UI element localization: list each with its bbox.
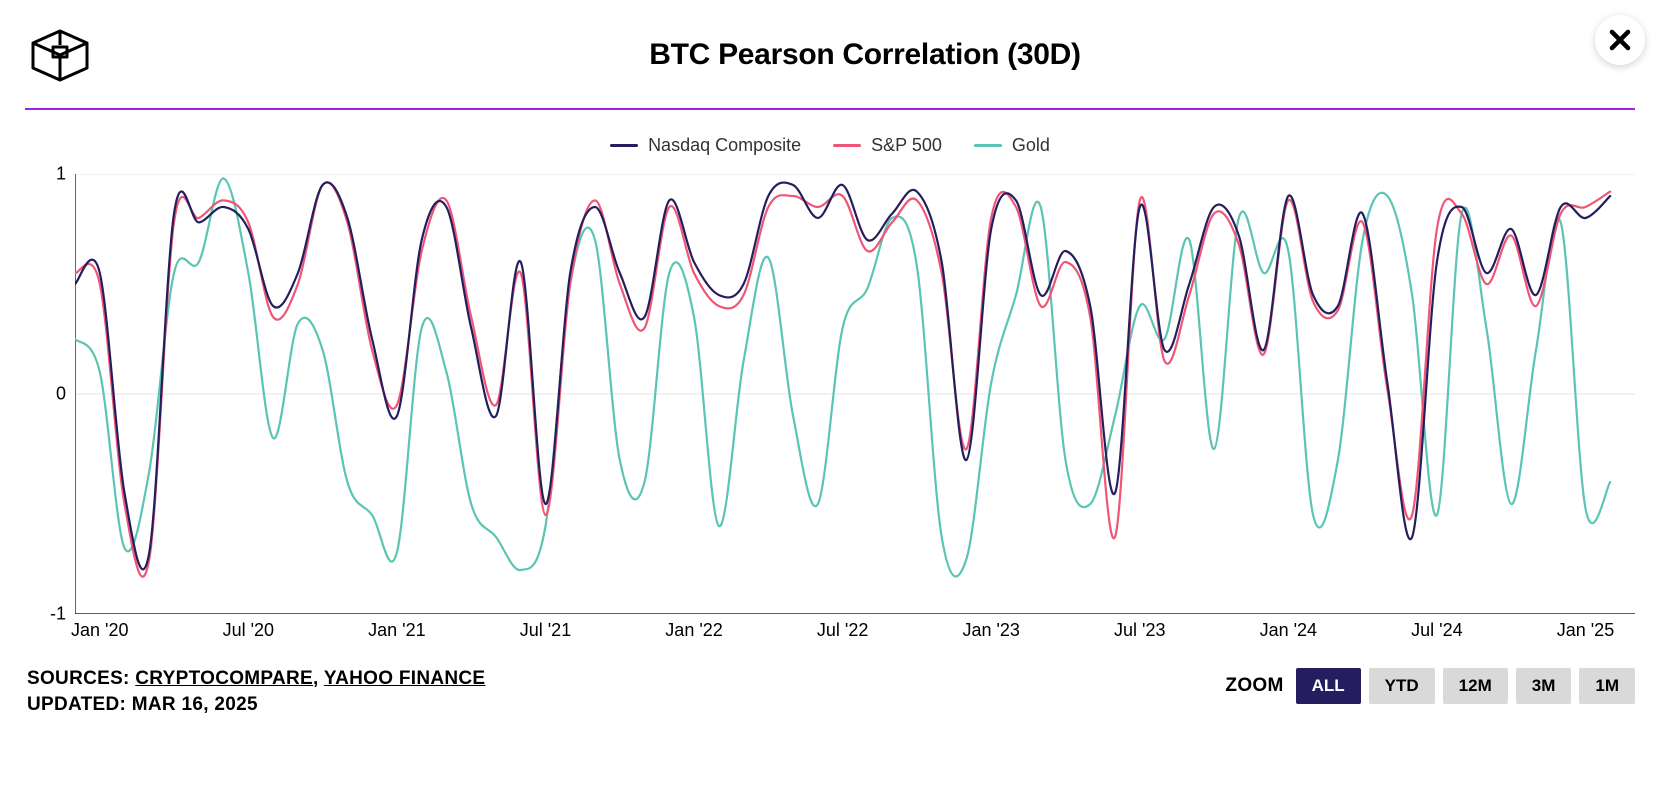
x-tick: Jul '24 [1411, 620, 1462, 641]
source-link-cryptocompare[interactable]: CRYPTOCOMPARE [135, 668, 313, 689]
close-icon [1608, 28, 1632, 52]
x-tick: Jul '20 [223, 620, 274, 641]
sources-block: SOURCES: CRYPTOCOMPARE, YAHOO FINANCE UP… [27, 666, 485, 717]
updated-date: MAR 16, 2025 [132, 694, 258, 715]
header: BTC Pearson Correlation (30D) [25, 20, 1635, 90]
y-axis: -101 [40, 174, 70, 614]
legend-label: S&P 500 [871, 135, 942, 156]
brand-logo-icon [25, 28, 95, 83]
divider [25, 108, 1635, 110]
zoom-controls: ZOOM ALLYTD12M3M1M [1225, 668, 1635, 704]
x-tick: Jan '21 [368, 620, 425, 641]
legend-swatch [833, 144, 861, 147]
footer: SOURCES: CRYPTOCOMPARE, YAHOO FINANCE UP… [25, 666, 1635, 717]
legend-swatch [610, 144, 638, 147]
x-tick: Jul '23 [1114, 620, 1165, 641]
zoom-button-3m[interactable]: 3M [1516, 668, 1572, 704]
x-tick: Jan '20 [71, 620, 128, 641]
source-link-yahoo[interactable]: YAHOO FINANCE [324, 668, 486, 689]
zoom-label: ZOOM [1225, 675, 1283, 697]
zoom-button-all[interactable]: ALL [1296, 668, 1361, 704]
sources-prefix: SOURCES: [27, 668, 135, 689]
updated-prefix: UPDATED: [27, 694, 132, 715]
zoom-button-1m[interactable]: 1M [1579, 668, 1635, 704]
x-tick: Jan '22 [665, 620, 722, 641]
y-tick: -1 [50, 604, 66, 625]
zoom-button-ytd[interactable]: YTD [1369, 668, 1435, 704]
series-line [75, 178, 1610, 576]
legend-label: Nasdaq Composite [648, 135, 801, 156]
chart-title: BTC Pearson Correlation (30D) [95, 38, 1635, 72]
close-button[interactable] [1595, 15, 1645, 65]
x-tick: Jan '23 [962, 620, 1019, 641]
y-tick: 0 [56, 384, 66, 405]
series-line [75, 182, 1610, 576]
source-separator: , [313, 668, 324, 689]
x-tick: Jul '21 [520, 620, 571, 641]
legend-item-0[interactable]: Nasdaq Composite [610, 135, 801, 156]
series-line [75, 182, 1610, 569]
zoom-button-12m[interactable]: 12M [1443, 668, 1508, 704]
legend-item-2[interactable]: Gold [974, 135, 1050, 156]
chart-area: -101 Jan '20Jul '20Jan '21Jul '21Jan '22… [45, 174, 1635, 644]
y-tick: 1 [56, 164, 66, 185]
x-tick: Jan '24 [1260, 620, 1317, 641]
x-tick: Jan '25 [1557, 620, 1614, 641]
x-tick: Jul '22 [817, 620, 868, 641]
legend-item-1[interactable]: S&P 500 [833, 135, 942, 156]
legend-swatch [974, 144, 1002, 147]
legend: Nasdaq Composite S&P 500 Gold [25, 135, 1635, 156]
x-axis: Jan '20Jul '20Jan '21Jul '21Jan '22Jul '… [75, 614, 1635, 644]
legend-label: Gold [1012, 135, 1050, 156]
plot [75, 174, 1635, 614]
